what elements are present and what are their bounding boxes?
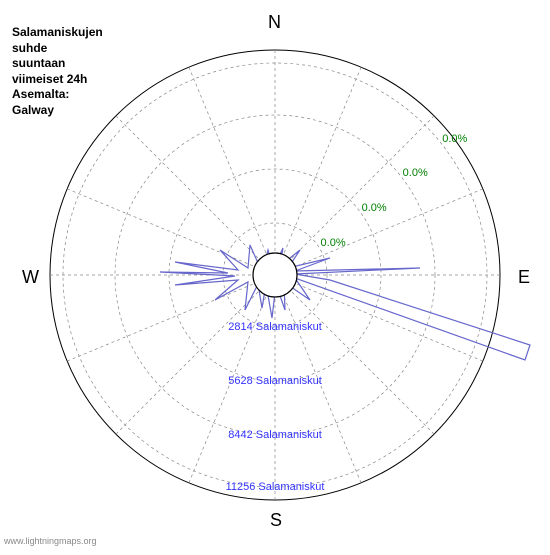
ring-label: 8442 Salamaniskut: [228, 429, 322, 441]
percent-label: 0.0%: [403, 167, 428, 179]
percent-label: 0.0%: [442, 133, 467, 145]
ring-label: 2814 Salamaniskut: [228, 321, 322, 333]
cardinal-n: N: [268, 12, 281, 33]
cardinal-e: E: [518, 267, 530, 288]
ring-label: 5628 Salamaniskut: [228, 375, 322, 387]
attribution-text: www.lightningmaps.org: [4, 536, 97, 546]
ring-label: 11256 Salamaniskut: [226, 481, 325, 493]
percent-label: 0.0%: [362, 202, 387, 214]
percent-label: 0.0%: [321, 237, 346, 249]
chart-title: Salamaniskujen suhde suuntaan viimeiset …: [12, 25, 103, 119]
cardinal-s: S: [270, 510, 282, 531]
cardinal-w: W: [22, 267, 39, 288]
